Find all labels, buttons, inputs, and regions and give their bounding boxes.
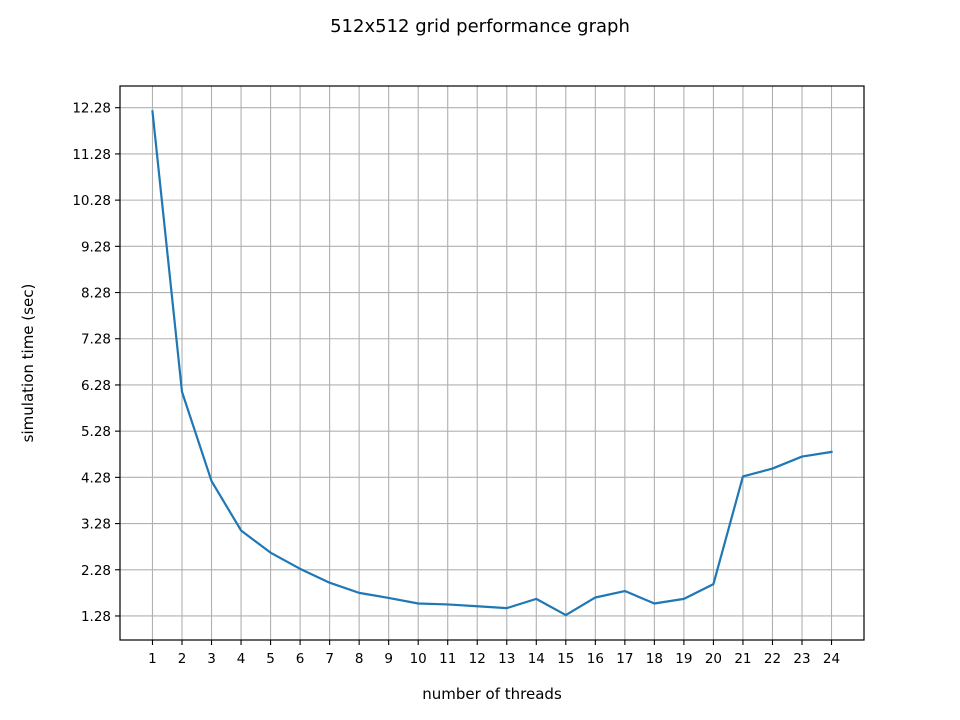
x-tick-label: 24 <box>823 651 840 667</box>
y-tick-label: 5.28 <box>81 424 111 440</box>
x-tick-label: 10 <box>410 651 427 667</box>
y-tick-label: 2.28 <box>81 563 111 579</box>
series-lines <box>151 110 833 617</box>
y-tick-label: 6.28 <box>81 378 111 394</box>
x-tick-label: 5 <box>266 651 275 667</box>
y-tick-label: 12.28 <box>72 101 111 117</box>
x-tick-label: 8 <box>355 651 364 667</box>
y-axis: 1.28 2.28 3.28 4.28 5.28 6.28 7.28 8.28 9.28 10.2… <box>72 101 120 625</box>
x-tick-label: 4 <box>237 651 246 667</box>
y-tick-label: 8.28 <box>81 286 111 302</box>
y-tick-label: 1.28 <box>81 609 111 625</box>
y-tick-label: 4.28 <box>81 470 111 486</box>
x-tick-label: 16 <box>587 651 604 667</box>
x-tick-label: 3 <box>207 651 216 667</box>
x-tick-label: 23 <box>793 651 810 667</box>
y-tick-label: 3.28 <box>81 517 111 533</box>
x-tick-label: 6 <box>296 651 305 667</box>
plot-frame <box>119 85 865 641</box>
x-tick-label: 22 <box>764 651 781 667</box>
series-line <box>151 110 833 617</box>
x-axis: 1 2 3 4 5 6 7 8 9 10 11 12 13 14 15 16 17 18 19 20 21 22 23 24 <box>148 640 840 667</box>
y-tick-label: 7.28 <box>81 332 111 348</box>
x-tick-label: 2 <box>178 651 187 667</box>
x-tick-label: 11 <box>439 651 456 667</box>
x-tick-label: 15 <box>557 651 574 667</box>
chart-title: 512x512 grid performance graph <box>330 16 630 37</box>
x-axis-label: number of threads <box>422 685 562 703</box>
x-tick-label: 20 <box>705 651 722 667</box>
grid <box>120 86 864 640</box>
y-tick-label: 11.28 <box>72 147 111 163</box>
x-tick-label: 7 <box>325 651 334 667</box>
x-tick-label: 17 <box>616 651 633 667</box>
y-tick-label: 10.28 <box>72 193 111 209</box>
y-axis-label: simulation time (sec) <box>19 284 37 443</box>
x-tick-label: 19 <box>675 651 692 667</box>
x-tick-label: 14 <box>528 651 545 667</box>
x-tick-label: 9 <box>384 651 393 667</box>
x-tick-label: 1 <box>148 651 157 667</box>
x-tick-label: 12 <box>469 651 486 667</box>
x-tick-label: 18 <box>646 651 663 667</box>
x-tick-label: 13 <box>498 651 515 667</box>
x-tick-label: 21 <box>734 651 751 667</box>
y-tick-label: 9.28 <box>81 239 111 255</box>
